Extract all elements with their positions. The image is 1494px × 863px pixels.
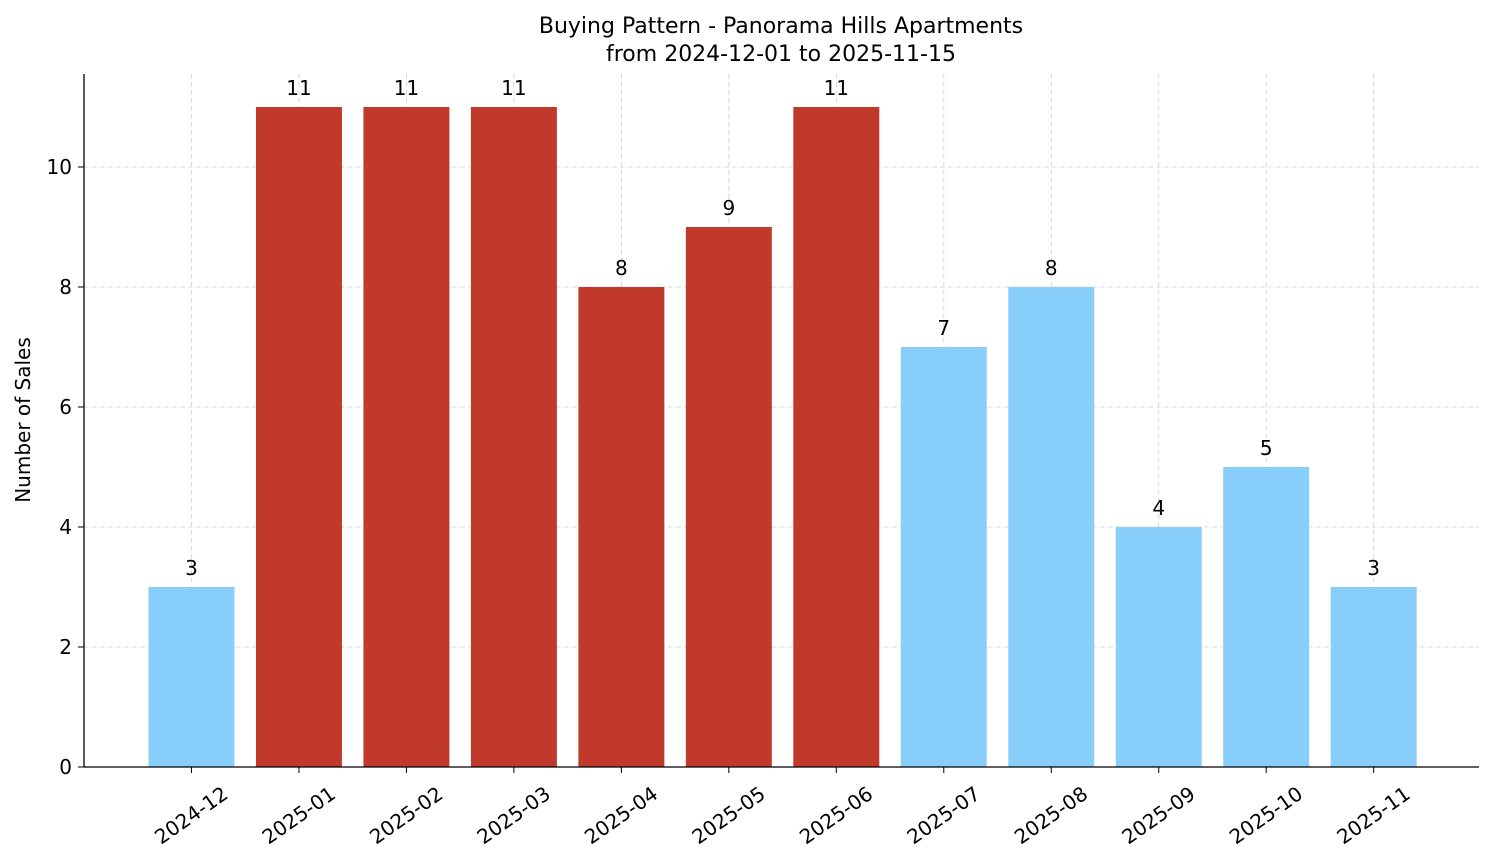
bar xyxy=(1330,587,1417,767)
x-tick-label: 2025-10 xyxy=(1225,781,1307,849)
chart-subtitle: from 2024-12-01 to 2025-11-15 xyxy=(606,42,956,67)
x-tick-label: 2025-04 xyxy=(580,781,662,849)
y-tick-label: 4 xyxy=(59,515,72,539)
data-label: 11 xyxy=(501,76,526,100)
data-label: 3 xyxy=(185,556,198,580)
bar xyxy=(255,107,342,767)
bar xyxy=(578,287,665,767)
bar xyxy=(793,107,880,767)
bar xyxy=(470,107,557,767)
data-label: 7 xyxy=(937,316,950,340)
data-label: 11 xyxy=(824,76,849,100)
data-label: 5 xyxy=(1260,436,1273,460)
x-tick-label: 2025-11 xyxy=(1332,781,1414,849)
x-tick-label: 2025-05 xyxy=(687,781,769,849)
bar xyxy=(1223,467,1310,767)
data-label: 8 xyxy=(1045,256,1058,280)
y-tick-label: 6 xyxy=(59,395,72,419)
x-tick-label: 2025-02 xyxy=(365,781,447,849)
bar xyxy=(363,107,450,767)
x-tick-label: 2025-09 xyxy=(1117,781,1199,849)
data-label: 8 xyxy=(615,256,628,280)
data-label: 11 xyxy=(394,76,419,100)
data-label: 11 xyxy=(286,76,311,100)
y-tick-label: 2 xyxy=(59,635,72,659)
x-tick-label: 2025-01 xyxy=(258,781,340,849)
x-tick-label: 2025-06 xyxy=(795,781,877,849)
bar xyxy=(1115,527,1202,767)
x-tick-label: 2025-07 xyxy=(902,781,984,849)
chart-title: Buying Pattern - Panorama Hills Apartmen… xyxy=(539,14,1023,39)
data-label: 3 xyxy=(1367,556,1380,580)
y-tick-label: 8 xyxy=(59,275,72,299)
bar xyxy=(685,227,772,767)
bar xyxy=(1008,287,1095,767)
x-tick-label: 2025-03 xyxy=(473,781,555,849)
bar xyxy=(900,347,987,767)
x-tick-label: 2024-12 xyxy=(150,781,232,849)
data-label: 9 xyxy=(722,196,735,220)
y-tick-label: 10 xyxy=(47,155,72,179)
y-axis-label: Number of Sales xyxy=(11,337,35,503)
x-tick-label: 2025-08 xyxy=(1010,781,1092,849)
y-tick-label: 0 xyxy=(59,755,72,779)
bar xyxy=(148,587,235,767)
data-label: 4 xyxy=(1152,496,1165,520)
